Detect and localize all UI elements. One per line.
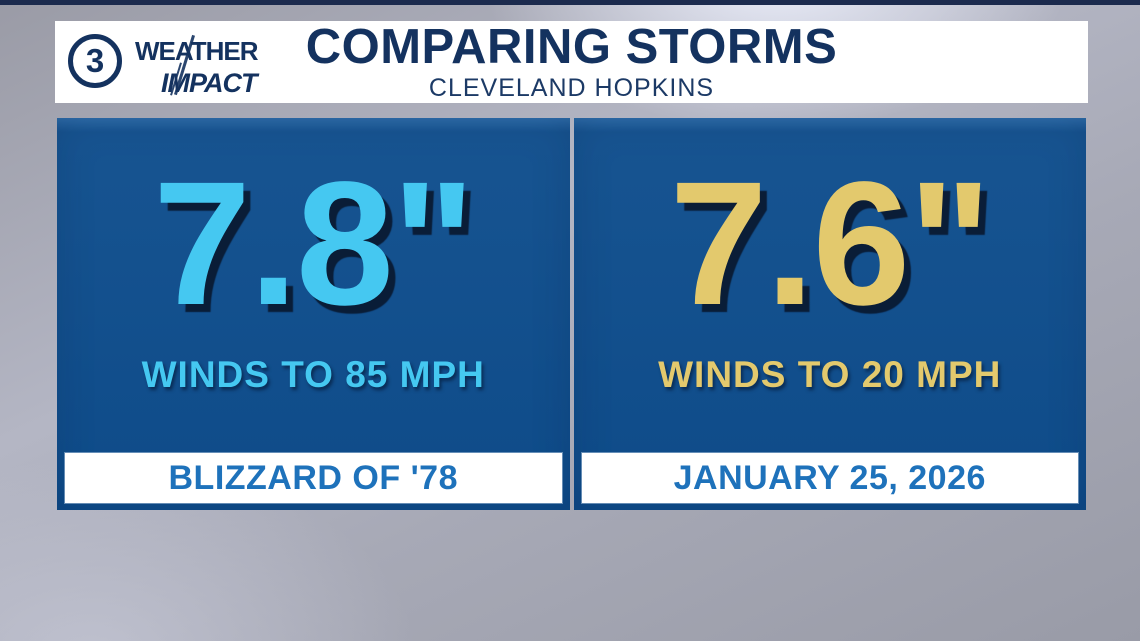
top-edge-strip [0,0,1140,5]
wind-speed-right: WINDS TO 20 MPH [658,354,1002,395]
station-brand: 3 WEATHER IMPACT [67,33,297,98]
weather-impact-wordmark: WEATHER IMPACT [135,34,295,98]
storm-label-right: JANUARY 25, 2026 [673,458,986,497]
channel-3-logo-icon: 3 [68,34,122,88]
channel-number: 3 [85,42,105,79]
page-title: COMPARING STORMS [305,20,838,74]
storm-comparison-panels: 7.8" WINDS TO 85 MPH BLIZZARD OF '78 7.6… [57,118,1086,510]
header-bar: 3 WEATHER IMPACT COMPARING STORMS CLEVEL… [55,21,1088,103]
storm-label-banner-left: BLIZZARD OF '78 [65,453,562,503]
snowfall-total-left: 7.8" [153,146,475,342]
storm-panel-jan-25-2026: 7.6" WINDS TO 20 MPH JANUARY 25, 2026 [573,118,1086,510]
storm-panel-blizzard-78: 7.8" WINDS TO 85 MPH BLIZZARD OF '78 [57,118,570,510]
storm-label-banner-right: JANUARY 25, 2026 [581,453,1078,503]
storm-label-left: BLIZZARD OF '78 [168,458,458,497]
page-subtitle: CLEVELAND HOPKINS [428,74,715,102]
wind-speed-left: WINDS TO 85 MPH [141,354,485,395]
snowfall-total-right: 7.6" [669,146,992,342]
brand-weather-text: WEATHER [135,36,259,66]
